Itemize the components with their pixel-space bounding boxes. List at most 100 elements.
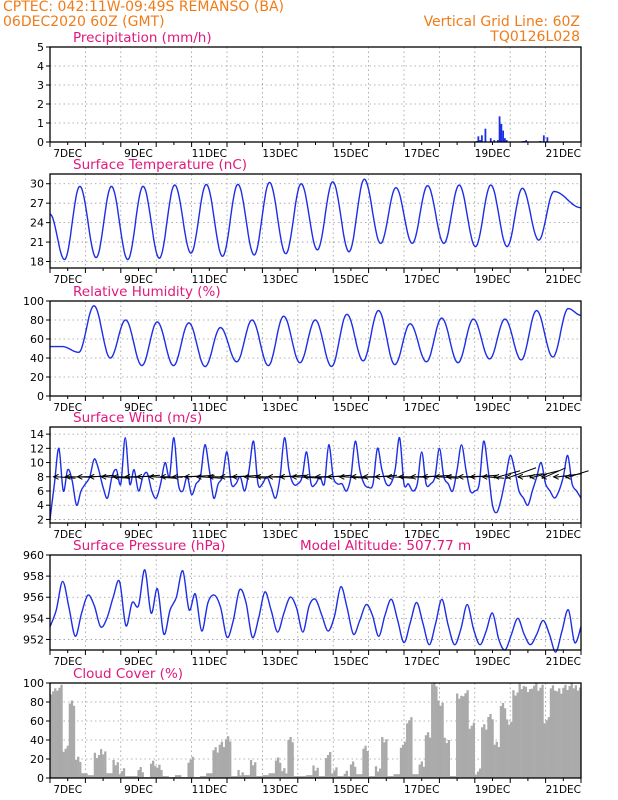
press-y-tick-label: 956 xyxy=(23,591,44,604)
wind-arrow-shaft xyxy=(565,470,589,479)
cloud-bar xyxy=(127,776,130,778)
cloud-bar xyxy=(204,776,207,778)
cloud-bar xyxy=(418,764,421,778)
cloud-bar xyxy=(358,774,361,778)
temp-x-tick-label: 21DEC xyxy=(546,274,581,286)
wind-arrow-head xyxy=(123,473,131,480)
wind-y-tick-label: 4 xyxy=(37,499,44,512)
cloud-bar xyxy=(262,775,265,778)
cloud-bar xyxy=(381,736,384,778)
cloud-x-tick-label: 19DEC xyxy=(475,784,510,796)
cloud-bar xyxy=(518,683,521,778)
cloud-bar xyxy=(74,759,78,778)
cloud-bar xyxy=(177,775,180,778)
cloud-bar xyxy=(545,720,548,778)
wind-arrows xyxy=(52,467,589,480)
cloud-bar xyxy=(72,705,76,778)
cloud-y-tick-label: 80 xyxy=(30,696,44,709)
cloud-bar xyxy=(160,770,163,778)
cloud-bar xyxy=(137,770,140,778)
cloud-bar xyxy=(231,776,234,778)
wind-arrow-head xyxy=(350,473,357,480)
wind-arrow-head xyxy=(492,473,500,480)
press-x-tick-label: 9DEC xyxy=(124,656,153,668)
wind-arrow-head xyxy=(254,473,262,480)
rh-x-tick-label: 17DEC xyxy=(404,402,439,414)
wind-arrow-head xyxy=(338,473,345,480)
cloud-bar xyxy=(558,688,561,778)
precip-bar xyxy=(493,140,496,142)
precip-bar xyxy=(480,135,483,142)
precip-x-tick-label: 19DEC xyxy=(475,148,510,160)
wind-arrow-head xyxy=(373,473,381,480)
cloud-bar xyxy=(508,724,511,778)
cloud-bar xyxy=(324,758,328,778)
cloud-bar xyxy=(131,776,134,778)
cloud-bar xyxy=(220,741,224,778)
wind-arrow-head xyxy=(302,473,309,480)
cloud-bar xyxy=(297,776,301,778)
cloud-bar xyxy=(370,776,373,778)
press-title: Surface Pressure (hPa) xyxy=(73,538,226,554)
cloud-bar xyxy=(372,776,376,778)
cloud-bar xyxy=(260,776,263,778)
temp-title: Surface Temperature (nC) xyxy=(73,157,247,173)
cloud-bar xyxy=(356,774,359,778)
cloud-y-tick-label: 20 xyxy=(30,753,44,766)
wind-arrow-head xyxy=(481,473,488,480)
press-y-tick-label: 952 xyxy=(23,633,44,646)
precip-bar xyxy=(505,140,508,142)
cloud-x-tick-label: 9DEC xyxy=(124,784,153,796)
cloud-bar xyxy=(547,717,550,778)
cloud-bar xyxy=(354,766,357,778)
cloud-bar xyxy=(460,695,463,778)
cloud-bar xyxy=(376,771,380,778)
cloud-bar xyxy=(122,768,126,778)
wind-arrow-head xyxy=(183,473,190,480)
wind-arrow-shaft xyxy=(136,474,160,478)
cloud-bar xyxy=(420,761,423,778)
wind-arrow-head xyxy=(314,473,321,480)
cloud-bar xyxy=(254,762,257,778)
wind-arrow-head xyxy=(88,473,95,480)
cloud-y-tick-label: 40 xyxy=(30,734,44,747)
cloud-bar xyxy=(249,759,253,778)
cloud-bar xyxy=(83,773,86,778)
cloud-bar xyxy=(491,719,494,778)
cloud-bar xyxy=(129,776,132,778)
cloud-bar xyxy=(54,688,57,778)
cloud-bar xyxy=(553,690,557,778)
wind-arrow-head xyxy=(159,473,166,480)
wind-arrow-shaft xyxy=(493,470,521,479)
rh-series-line xyxy=(50,305,582,368)
cloud-bar xyxy=(549,688,553,778)
cloud-x-tick-label: 15DEC xyxy=(333,784,368,796)
cloud-bar xyxy=(343,773,346,778)
cloud-bar xyxy=(339,776,342,778)
cloud-bar xyxy=(531,688,534,778)
rh-x-tick-label: 21DEC xyxy=(546,402,581,414)
cloud-bar xyxy=(449,776,453,778)
temp-x-tick-label: 19DEC xyxy=(475,274,510,286)
wind-title: Surface Wind (m/s) xyxy=(73,410,202,426)
panel-precip: Precipitation (mm/h) 0 1 2 3 4 5 7DEC 9DEC 11DEC 1… xyxy=(37,30,582,160)
cloud-bar xyxy=(99,749,103,778)
cloud-bar xyxy=(526,692,530,778)
cloud-bar xyxy=(102,754,105,778)
cloud-bar xyxy=(141,772,144,778)
wind-arrow-head xyxy=(219,473,226,480)
temp-x-tick-label: 13DEC xyxy=(262,274,297,286)
chart-header: CPTEC: 042:11W-09:49S REMANSO (BA) 06DEC… xyxy=(0,0,618,46)
wind-y-tick-label: 6 xyxy=(37,485,44,498)
wind-arrow-shaft xyxy=(482,475,505,479)
temp-x-tick-label: 15DEC xyxy=(333,274,368,286)
cloud-bar xyxy=(158,764,161,778)
cloud-bar xyxy=(154,766,157,778)
precip-x-tick-label: 21DEC xyxy=(546,148,581,160)
wind-x-tick-label: 19DEC xyxy=(475,529,510,541)
cloud-bar xyxy=(191,756,194,778)
wind-arrow-head xyxy=(171,473,178,480)
wind-arrow-shaft xyxy=(541,467,566,480)
cloud-bar xyxy=(152,760,155,778)
cloud-title: Cloud Cover (%) xyxy=(73,666,183,682)
